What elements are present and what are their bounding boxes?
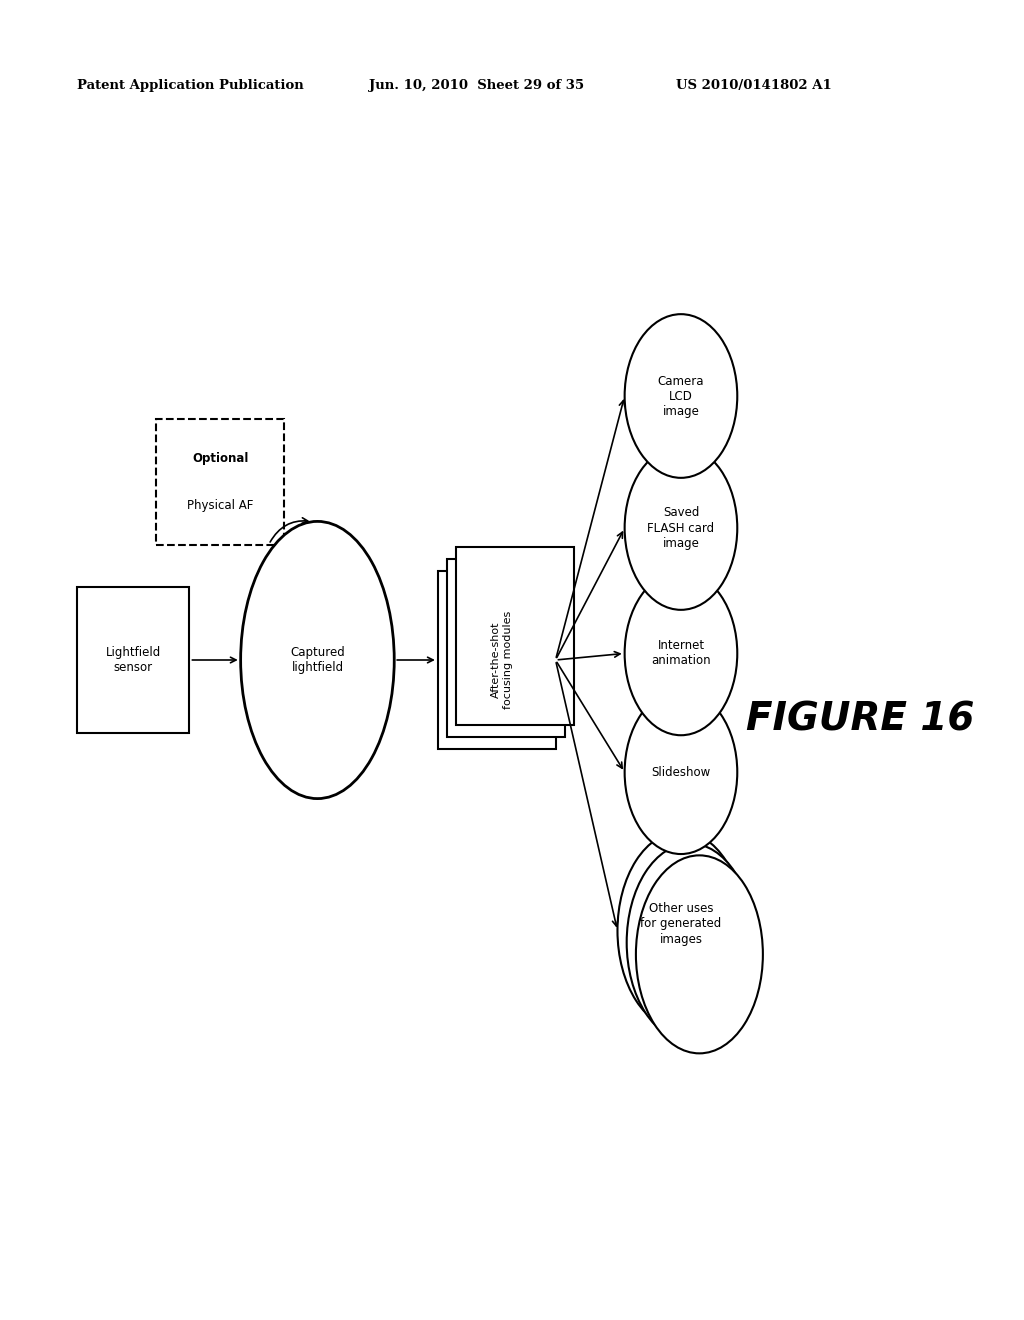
Bar xyxy=(446,560,565,737)
Bar xyxy=(457,546,573,726)
Text: Patent Application Publication: Patent Application Publication xyxy=(77,79,303,92)
Text: Slideshow: Slideshow xyxy=(651,766,711,779)
Bar xyxy=(156,420,284,544)
Ellipse shape xyxy=(625,314,737,478)
Text: Other uses
for generated
images: Other uses for generated images xyxy=(640,903,722,945)
Text: Lightfield
sensor: Lightfield sensor xyxy=(105,645,161,675)
Ellipse shape xyxy=(617,832,744,1030)
Text: US 2010/0141802 A1: US 2010/0141802 A1 xyxy=(676,79,831,92)
Ellipse shape xyxy=(625,572,737,735)
Bar xyxy=(438,570,555,750)
Text: Captured
lightfield: Captured lightfield xyxy=(290,645,345,675)
Bar xyxy=(77,587,189,733)
Ellipse shape xyxy=(625,690,737,854)
Text: FIGURE 16: FIGURE 16 xyxy=(745,701,975,738)
Text: Jun. 10, 2010  Sheet 29 of 35: Jun. 10, 2010 Sheet 29 of 35 xyxy=(369,79,584,92)
Ellipse shape xyxy=(625,446,737,610)
Text: Physical AF: Physical AF xyxy=(187,499,253,512)
Text: Saved
FLASH card
image: Saved FLASH card image xyxy=(647,507,715,549)
Text: Internet
animation: Internet animation xyxy=(651,639,711,668)
Ellipse shape xyxy=(636,855,763,1053)
Ellipse shape xyxy=(627,843,754,1041)
Text: After-the-shot
focusing modules: After-the-shot focusing modules xyxy=(490,611,513,709)
Ellipse shape xyxy=(241,521,394,799)
Text: Camera
LCD
image: Camera LCD image xyxy=(657,375,705,417)
Text: Optional: Optional xyxy=(191,451,249,465)
